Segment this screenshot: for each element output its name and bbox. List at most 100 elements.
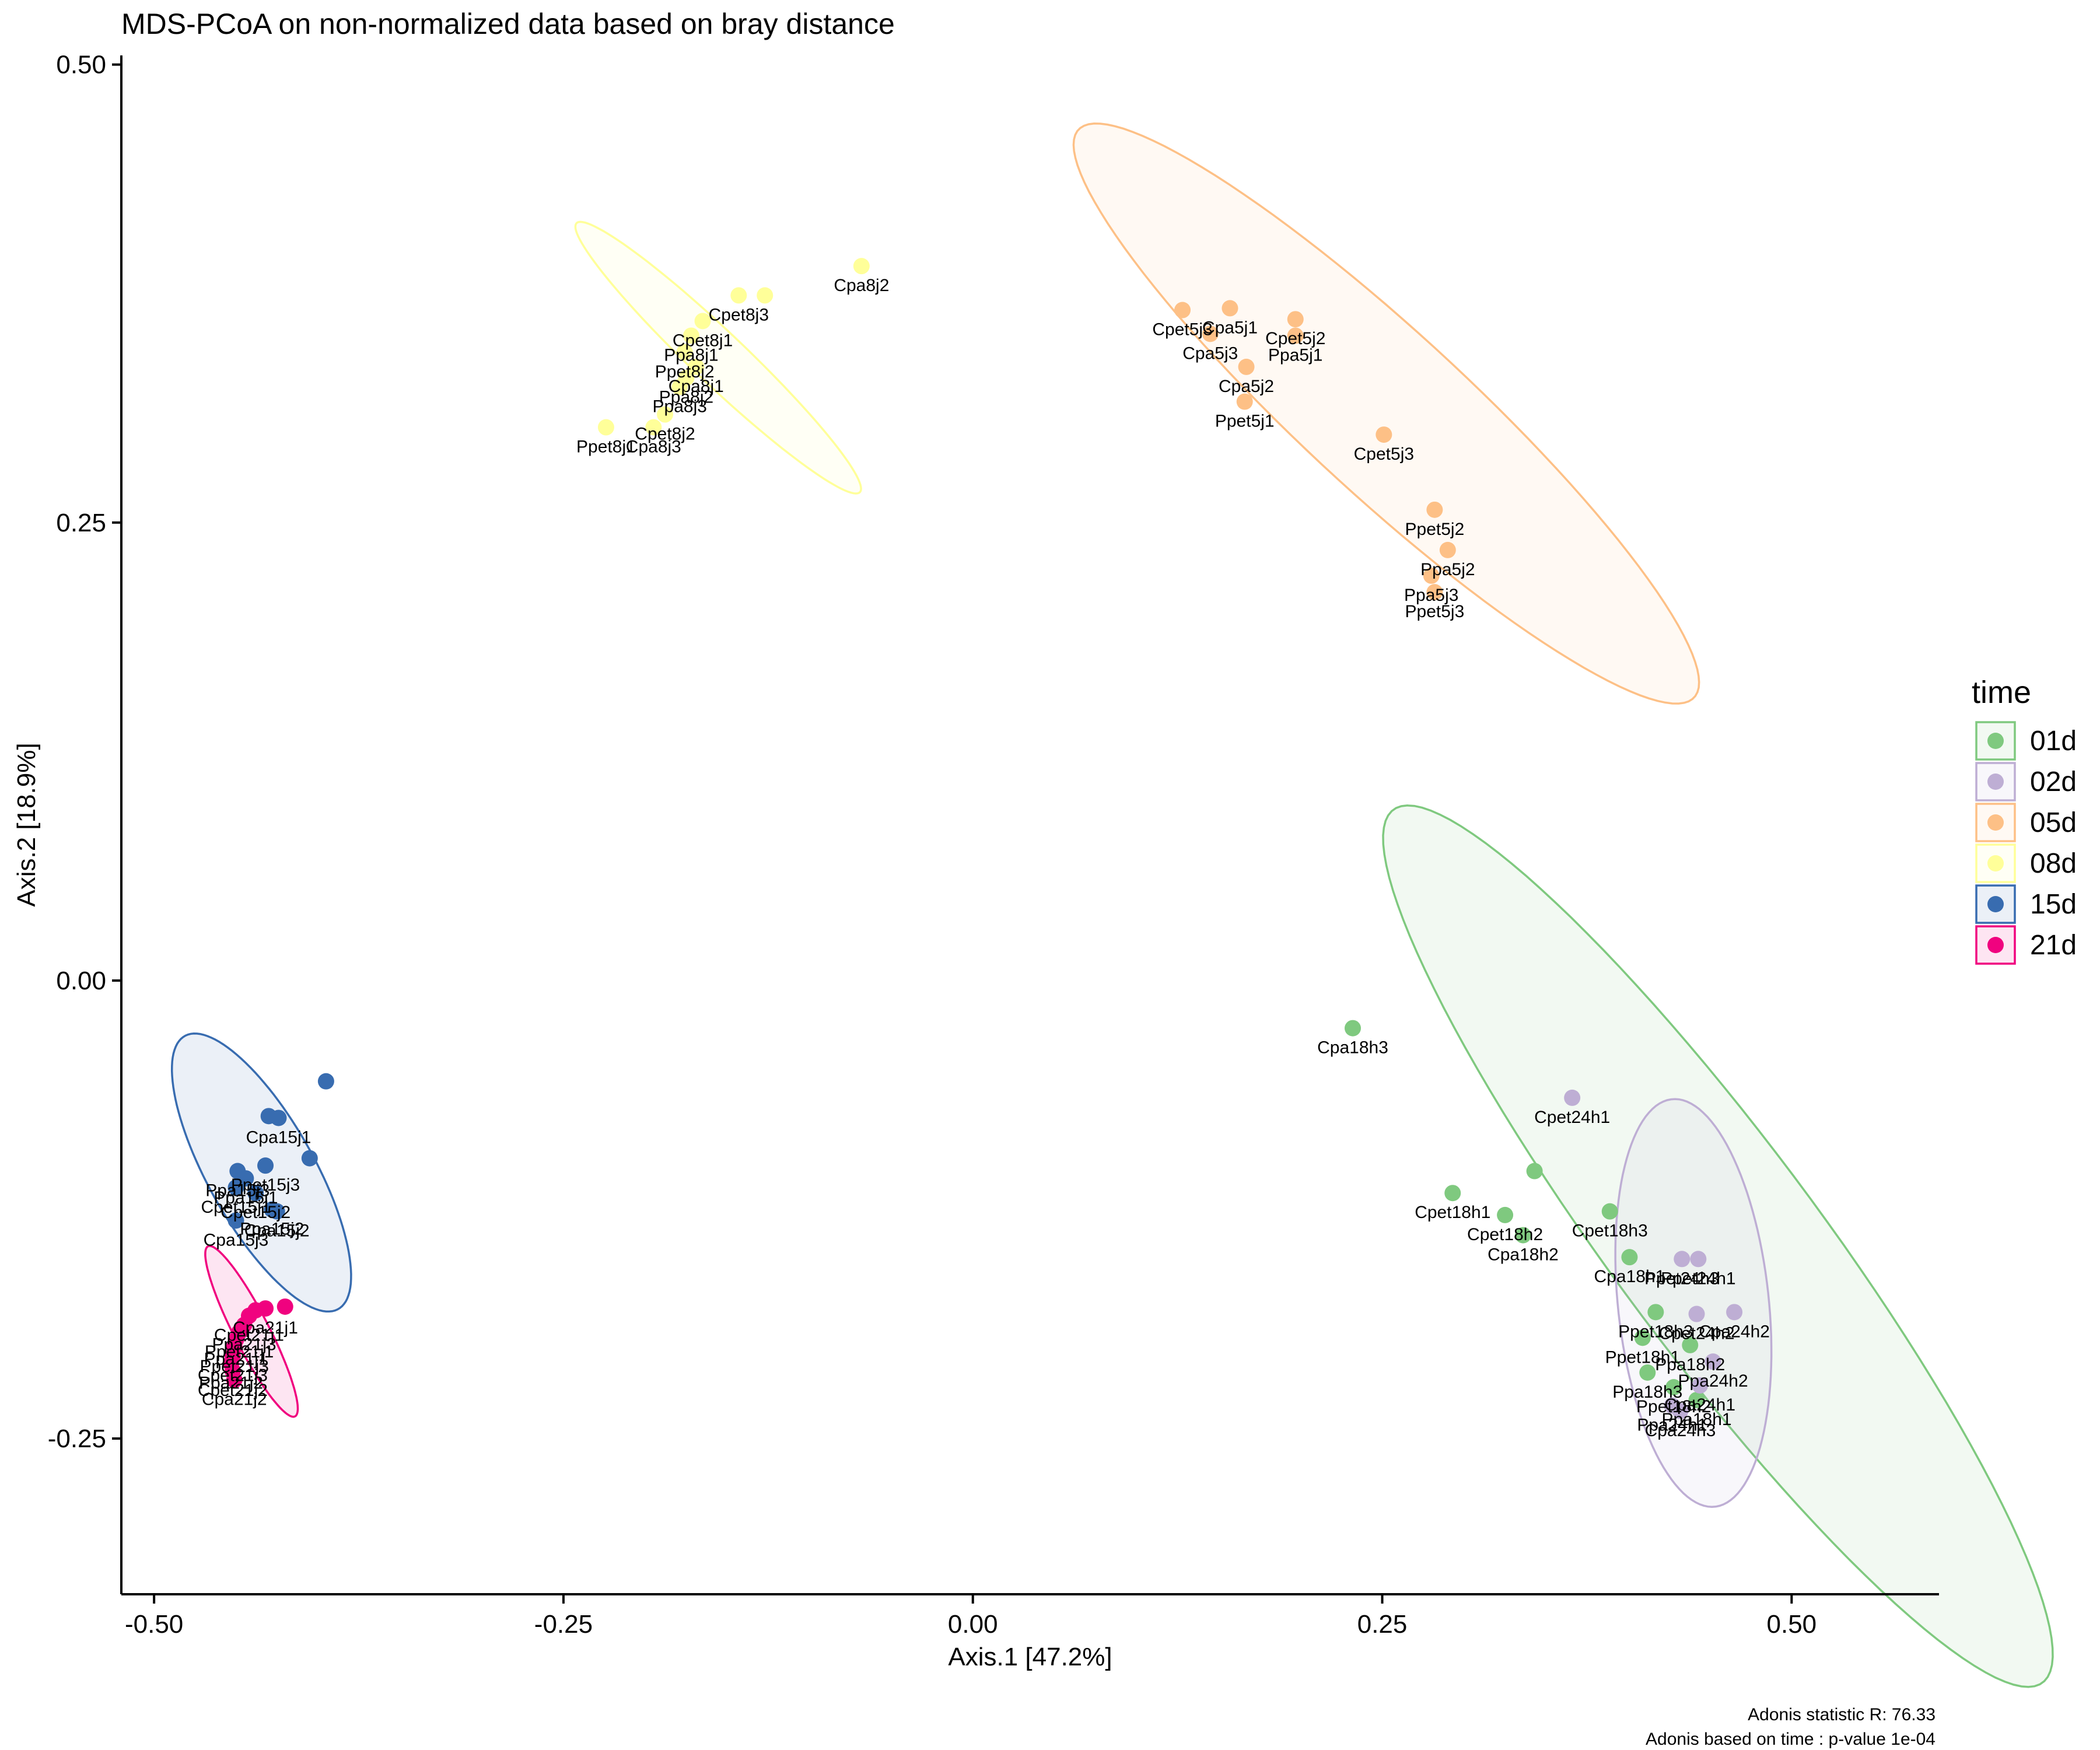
point-08d-6 [688,358,705,375]
point-label-08d-5: Ppet8j2 [655,362,715,382]
point-label-05d-10: Ppa5j3 [1404,586,1458,605]
point-label-01d-8: Ppet18h1 [1605,1348,1680,1367]
y-tick-label-0: -0.25 [48,1424,106,1453]
adonis-annotations: Adonis statistic R: 76.33 Adonis based o… [1646,1705,1936,1749]
adonis-pvalue-note: Adonis based on time : p-value 1e-04 [1646,1730,1936,1749]
point-01d-8 [1634,1329,1651,1346]
point-01d-0 [1345,1020,1362,1037]
point-15d-10 [268,1203,285,1220]
point-label-01d-11: Ppet18h2 [1636,1397,1711,1416]
point-01d-10 [1639,1364,1656,1381]
point-01d-7 [1647,1304,1664,1321]
point-01d-5 [1601,1203,1618,1220]
point-label-15d-8: Cpet15j2 [220,1203,290,1222]
point-label-01d-2: Cpet18h1 [1415,1203,1490,1222]
point-label-05d-8: Ppet5j2 [1405,520,1465,539]
point-02d-3 [1688,1306,1705,1322]
x-tick-label-2: 0.00 [948,1610,998,1639]
point-label-15d-11: Cpa15j3 [204,1230,269,1250]
point-05d-5 [1238,358,1255,375]
point-label-08d-10: Ppet8j1 [576,438,636,457]
point-15d-11 [228,1212,244,1229]
point-label-21d-8: Cpet21j3 [198,1366,268,1385]
adonis-statistic-note: Adonis statistic R: 76.33 [1748,1705,1936,1724]
legend: time 01d 02d 05d 08d 15d 21d [1972,675,2077,965]
point-21d-11 [226,1371,243,1388]
point-01d-11 [1665,1379,1682,1396]
x-tick-label-4: 0.50 [1767,1610,1817,1639]
point-05d-3 [1287,311,1304,328]
point-label-02d-0: Cpet24h1 [1534,1108,1610,1127]
point-label-05d-5: Cpa5j2 [1219,377,1274,396]
x-tick-label-3: 0.25 [1357,1610,1408,1639]
y-tick-label-1: 0.00 [56,967,106,995]
point-label-02d-1: Ppet24h3 [1644,1269,1719,1288]
point-label-05d-4: Ppa5j1 [1268,345,1322,365]
point-01d-2 [1444,1185,1461,1202]
point-01d-12 [1688,1392,1705,1409]
point-label-01d-10: Ppa18h3 [1612,1382,1682,1402]
legend-marker-05d [1987,814,2004,831]
point-label-01d-0: Cpa18h3 [1317,1038,1388,1058]
point-label-02d-5: Ppa24h2 [1678,1371,1748,1391]
point-15d-3 [301,1150,318,1167]
point-08d-8 [671,379,688,396]
legend-marker-02d [1987,774,2004,790]
point-label-15d-10: Cpa15j2 [244,1222,310,1241]
point-label-15d-4: Ppet15j3 [231,1175,300,1195]
point-label-01d-7: Ppet18h3 [1618,1322,1693,1341]
legend-label-15d: 15d [2030,889,2077,920]
point-08d-5 [676,344,693,360]
point-01d-1 [1526,1163,1543,1180]
point-label-15d-5: Ppa15j3 [205,1181,270,1200]
point-05d-4 [1287,327,1304,344]
point-02d-8 [1672,1402,1689,1419]
point-label-05d-3: Cpet5j2 [1265,329,1325,348]
point-05d-6 [1236,393,1253,410]
point-02d-4 [1726,1304,1743,1321]
point-05d-9 [1439,541,1456,558]
legend-key-01d [1975,721,2016,761]
axes [120,55,1939,1595]
point-02d-1 [1674,1251,1690,1268]
point-label-21d-10: Cpet21j2 [198,1381,268,1400]
point-08d-4 [682,327,699,344]
point-label-05d-11: Ppet5j3 [1405,602,1465,621]
ellipse-21d [204,1245,299,1418]
point-label-01d-6: Cpa18h1 [1594,1267,1665,1286]
point-label-21d-5: Ppet21j1 [205,1342,274,1362]
ellipse-08d [574,220,862,495]
legend-key-02d [1975,762,2016,802]
point-label-21d-4: Ppa21j3 [212,1335,276,1354]
point-label-15d-9: Ppa15j2 [240,1220,304,1239]
legend-marker-01d [1987,733,2004,749]
point-15d-7 [228,1179,244,1196]
point-01d-6 [1621,1249,1638,1266]
point-label-08d-3: Cpet8j1 [673,331,733,350]
point-label-21d-3: Cpet21j1 [214,1326,284,1345]
x-tick-label-0: -0.50 [125,1610,183,1639]
x-axis-title: Axis.1 [47.2%] [948,1643,1112,1671]
point-01d-9 [1682,1336,1699,1353]
point-15d-0 [317,1073,334,1090]
point-label-05d-1: Cpa5j1 [1202,318,1258,337]
point-label-21d-11: Cpa21j2 [202,1390,267,1409]
point-label-21d-9: Ppa21j2 [199,1373,263,1392]
point-02d-6 [1692,1377,1709,1394]
point-label-01d-3: Cpet18h2 [1467,1225,1543,1244]
point-label-08d-7: Ppa8j2 [659,388,713,407]
legend-label-21d: 21d [2030,930,2077,961]
ellipse-01d [1382,804,2054,1688]
legend-label-05d: 05d [2030,807,2077,838]
y-ticks: -0.25 0.00 0.25 0.50 [48,51,121,1453]
legend-marker-15d [1987,896,2004,912]
point-label-08d-11: Cpa8j3 [626,438,681,457]
point-02d-0 [1564,1089,1581,1106]
data-points [223,258,1743,1419]
point-label-21d-1: Cpa21j1 [233,1318,298,1338]
point-08d-10 [597,419,614,436]
point-15d-8 [247,1185,264,1202]
y-axis-title: Axis.2 [18.9%] [12,743,41,907]
point-05d-1 [1222,300,1238,317]
point-label-21d-7: Ppet21j3 [200,1357,268,1376]
